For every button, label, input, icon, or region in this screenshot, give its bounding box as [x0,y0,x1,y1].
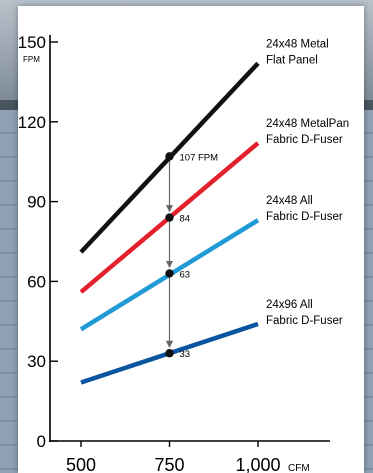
data-point [165,349,174,358]
data-label: 84 [180,214,191,225]
y-unit-label: FPM [23,55,40,64]
data-point [165,269,174,278]
data-label: 33 [180,349,191,360]
y-tick-label: 90 [27,193,46,212]
series-label: Fabric D-Fuser [266,315,343,327]
series-label: 24x48 MetalPan [266,118,349,130]
chart-panel [18,6,364,473]
y-tick-label: 60 [27,272,46,291]
series-label: 24x96 All [266,299,313,311]
x-tick-label: 1,000 [235,455,280,473]
x-tick-label: 750 [154,455,184,473]
series-label: Fabric D-Fuser [266,211,343,223]
series-label: 24x48 Metal [266,38,329,50]
series-label: Flat Panel [266,54,318,66]
data-label: 107 FPM [180,152,219,163]
series-label: 24x48 All [266,195,313,207]
y-tick-label: 0 [37,432,46,451]
data-point [165,152,174,161]
y-tick-label: 120 [18,113,46,132]
data-label: 63 [180,269,191,280]
x-tick-label: 500 [66,455,96,473]
x-unit-label: CFM [288,463,310,473]
y-tick-label: 150 [18,33,46,52]
series-label: Fabric D-Fuser [266,134,343,146]
data-point [165,213,174,222]
y-tick-label: 30 [27,352,46,371]
